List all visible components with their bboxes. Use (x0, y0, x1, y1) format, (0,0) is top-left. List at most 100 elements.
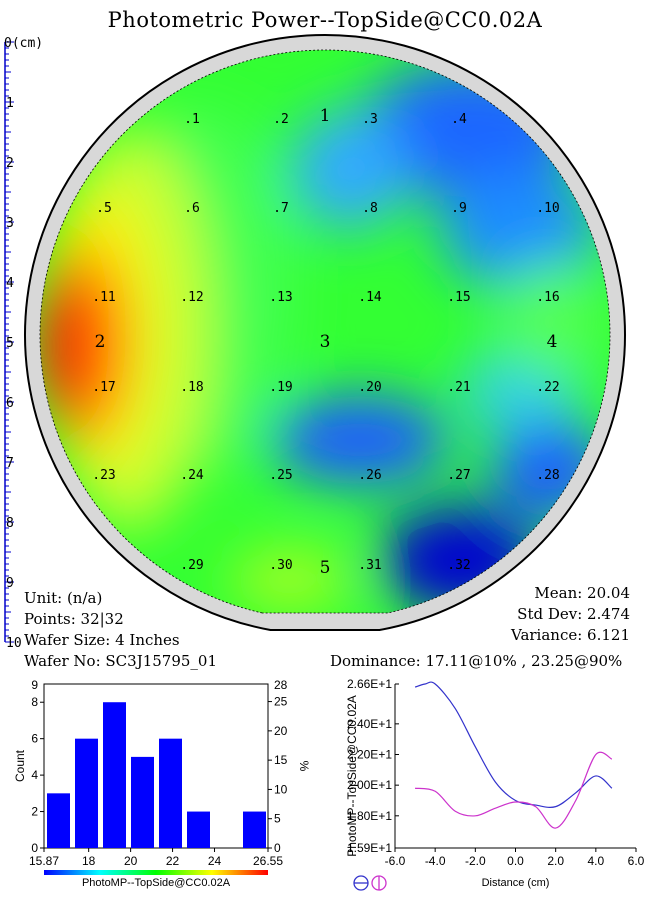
x-tick-label: 26.55 (253, 854, 283, 868)
ruler-tick-label: 6 (6, 396, 14, 411)
scan-x-tick-label: -4.0 (425, 854, 446, 868)
unit-text: Unit: (n/a) (24, 589, 103, 607)
site-label: .23 (92, 468, 115, 483)
histogram-bar (187, 811, 210, 848)
scan-x-tick-label: 2.0 (547, 854, 564, 868)
ruler-tick-label: 1 (6, 96, 14, 111)
histogram-bar (47, 793, 70, 848)
site-label: .11 (92, 290, 115, 305)
site-label: .18 (180, 380, 203, 395)
y2-tick-label: 10 (274, 782, 288, 796)
marker-label: 4 (547, 332, 558, 352)
site-labels: .1 .2 .3 .4 .5 .6 .7 .8 .9 .10 .11 .12 .13 .14 .15 .16.… (92, 112, 559, 573)
marker-label: 1 (320, 106, 331, 126)
scan-xlabel: Distance (cm) (482, 877, 550, 889)
ruler-tick-label: 5 (6, 336, 14, 351)
site-label: .16 (536, 290, 559, 305)
site-label: .13 (269, 290, 292, 305)
site-label: .2 (273, 112, 289, 127)
scan-line-chart: 1.59E+1 1.80E+1 2.00E+1 2.20E+1 2.40E+1 2.66E… (345, 677, 645, 891)
scan-x-tick-label: -6.0 (385, 854, 406, 868)
histogram-ylabel: Count (13, 749, 27, 782)
y2-top-label: 28 (274, 678, 288, 692)
histogram-bar (131, 756, 154, 848)
y2-tick-label: 0 (274, 841, 281, 855)
site-label: .29 (180, 558, 203, 573)
scan-y-tick-label: 2.40E+1 (347, 717, 392, 731)
ruler-tick-label: 3 (6, 216, 14, 231)
wafer-heatmap (40, 50, 611, 614)
site-label: .17 (92, 380, 115, 395)
site-label: .10 (536, 201, 559, 216)
site-label: .7 (273, 201, 289, 216)
ruler-label: 0(cm) (4, 36, 43, 51)
histogram-y2label: % (297, 761, 311, 772)
chart-title: Photometric Power--TopSide@CC0.02A (107, 8, 543, 32)
site-label: .20 (358, 380, 381, 395)
histogram-bar (243, 811, 266, 848)
scan-y-tick-label: 1.59E+1 (347, 841, 392, 855)
histogram-bar (103, 702, 126, 848)
wafer-no-text: Wafer No: SC3J15795_01 (24, 652, 218, 670)
y-top-label: 9 (31, 678, 38, 692)
site-label: .27 (447, 468, 470, 483)
wafer-size-text: Wafer Size: 4 Inches (24, 631, 180, 649)
site-label: .30 (269, 558, 292, 573)
y-tick-label: 0 (31, 841, 38, 855)
y-tick-label: 8 (31, 695, 38, 709)
marker-labels: 1 2 3 4 5 (95, 106, 558, 578)
x-tick-label: 22 (166, 854, 180, 868)
scan-series-vertical (414, 751, 613, 829)
site-label: .28 (536, 468, 559, 483)
variance-text: Variance: 6.121 (510, 626, 630, 644)
dominance-text: Dominance: 17.11@10% , 23.25@90% (330, 652, 623, 670)
site-label: .5 (96, 201, 112, 216)
site-label: .24 (180, 468, 204, 483)
std-dev-text: Std Dev: 2.474 (517, 605, 630, 623)
site-label: .8 (362, 201, 378, 216)
y-tick-label: 4 (31, 768, 38, 782)
x-tick-label: 20 (124, 854, 138, 868)
site-label: .14 (358, 290, 382, 305)
ruler-tick-label: 2 (6, 156, 14, 171)
scan-x-tick-label: -2.0 (465, 854, 486, 868)
histogram-bar (159, 738, 182, 848)
marker-label: 3 (320, 332, 331, 352)
site-label: .19 (269, 380, 292, 395)
y2-tick-label: 5 (274, 812, 281, 826)
scan-series-horizontal (414, 681, 613, 808)
histogram-xlabel: PhotoMP--TopSide@CC0.02A (82, 877, 231, 889)
y-tick-label: 6 (31, 732, 38, 746)
left-ruler: 1 2 3 4 5 6 7 8 9 10 (4, 41, 22, 651)
site-label: .22 (536, 380, 559, 395)
site-label: .9 (451, 201, 467, 216)
ruler-tick-label: 8 (6, 516, 14, 531)
ruler-tick-label: 7 (6, 456, 14, 471)
site-label: .4 (451, 112, 467, 127)
scan-y-tick-label: 2.20E+1 (347, 748, 392, 762)
histogram-frame (43, 683, 269, 849)
mean-text: Mean: 20.04 (534, 584, 630, 602)
site-label: .31 (358, 558, 381, 573)
histogram-bar (75, 738, 98, 848)
points-text: Points: 32|32 (24, 610, 124, 628)
scan-y-tick-label: 1.80E+1 (347, 809, 392, 823)
ruler-tick-label: 10 (6, 636, 22, 651)
site-label: .3 (362, 112, 378, 127)
ruler-tick-label: 9 (6, 576, 14, 591)
scan-x-tick-label: 4.0 (587, 854, 604, 868)
site-label: .21 (447, 380, 470, 395)
y-tick-label: 2 (31, 805, 38, 819)
scan-x-tick-label: 6.0 (628, 854, 645, 868)
site-label: .1 (184, 112, 200, 127)
site-label: .12 (180, 290, 203, 305)
y2-tick-label: 15 (274, 753, 288, 767)
ruler-tick-label: 4 (6, 276, 14, 291)
y2-tick-label: 25 (274, 695, 288, 709)
marker-label: 2 (95, 332, 106, 352)
scan-y-tick-label: 2.00E+1 (347, 778, 392, 792)
scan-x-tick-label: 0.0 (507, 854, 524, 868)
x-tick-label: 24 (208, 854, 222, 868)
